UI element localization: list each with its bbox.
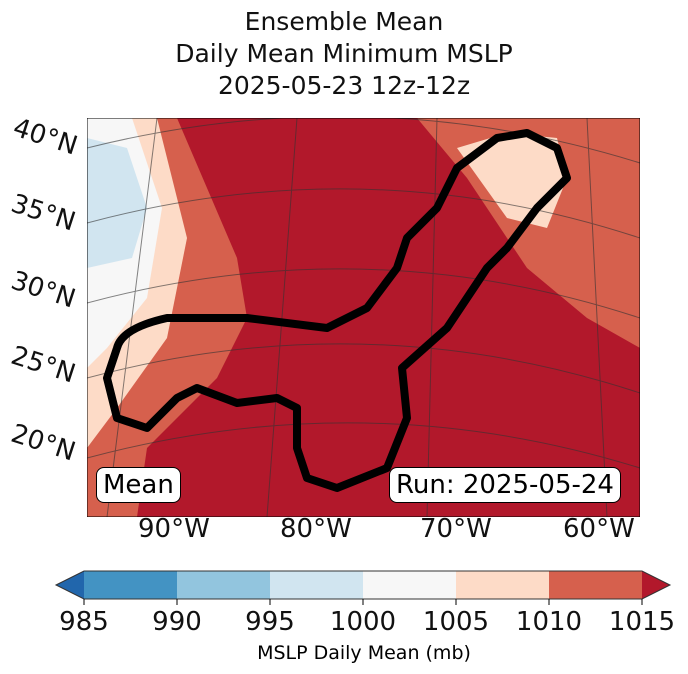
colorbar-label: MSLP Daily Mean (mb) [257, 642, 471, 664]
mean-label: Mean [96, 467, 181, 503]
colorbar-tick: 1015 [608, 607, 676, 637]
lat-label-30: 30°N [7, 265, 79, 315]
colorbar-tick: 995 [245, 607, 295, 637]
lon-label-80: 80°W [280, 514, 352, 544]
colorbar-bin-995 [270, 571, 363, 599]
colorbar-bin-990 [177, 571, 270, 599]
colorbar-tick: 1010 [515, 607, 583, 637]
field-1010-east [417, 118, 640, 348]
lon-label-60: 60°W [563, 514, 635, 544]
title-line-1: Ensemble Mean [244, 7, 444, 36]
colorbar-tick: 1005 [422, 607, 490, 637]
map-plot [87, 118, 640, 517]
gridlines [87, 118, 640, 517]
lat-label-35: 35°N [7, 188, 79, 238]
colorbar-over [642, 571, 670, 599]
lat-label-40: 40°N [9, 112, 81, 162]
field-995 [87, 138, 147, 268]
ensemble-contour [103, 129, 571, 492]
colorbar-bin-1010 [549, 571, 642, 599]
colorbar-bin-985 [84, 571, 177, 599]
colorbar [54, 570, 672, 605]
colorbar-tick: 1000 [329, 607, 397, 637]
lat-label-25: 25°N [7, 340, 79, 390]
title-line-3: 2025-05-23 12z-12z [217, 71, 471, 100]
run-label: Run: 2025-05-24 [389, 467, 621, 503]
colorbar-tick: 985 [59, 607, 109, 637]
colorbar-under [56, 571, 84, 599]
title-line-2: Daily Mean Minimum MSLP [175, 39, 513, 68]
colorbar-bin-1005 [456, 571, 549, 599]
colorbar-bin-1000 [363, 571, 456, 599]
lon-label-70: 70°W [420, 514, 492, 544]
lat-label-20: 20°N [7, 418, 79, 468]
colorbar-tick: 990 [152, 607, 202, 637]
lon-label-90: 90°W [138, 514, 210, 544]
